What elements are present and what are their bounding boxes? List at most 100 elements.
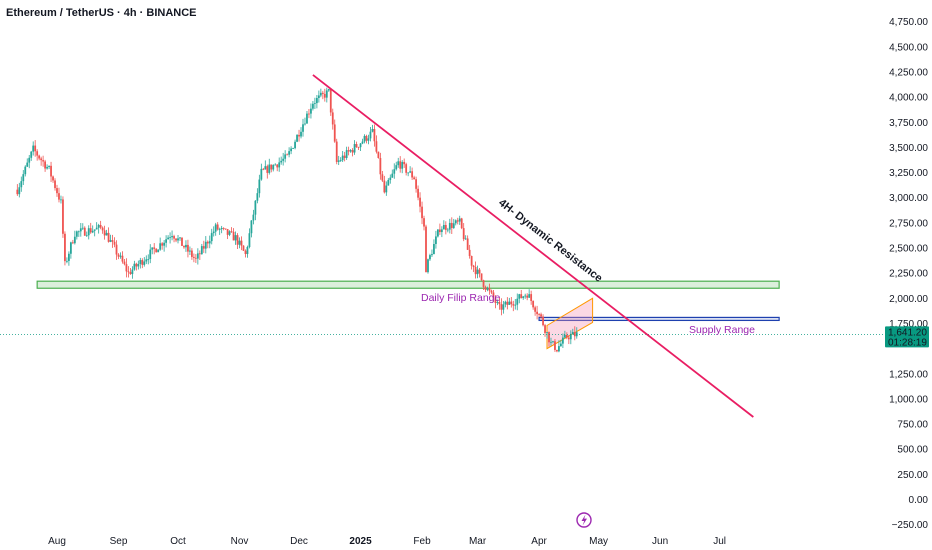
- candle: [520, 289, 523, 299]
- candle: [480, 273, 483, 281]
- candle: [125, 258, 128, 278]
- candle: [373, 124, 376, 147]
- candle: [64, 231, 66, 266]
- y-tick-label: 3,000.00: [889, 193, 928, 204]
- candle: [516, 293, 519, 311]
- candle: [298, 129, 300, 142]
- candle: [151, 247, 154, 255]
- candle: [419, 192, 421, 213]
- candle: [304, 117, 306, 126]
- candle: [149, 244, 152, 264]
- lightning-bolt-icon[interactable]: [576, 512, 592, 528]
- candle: [240, 236, 243, 251]
- candle: [163, 240, 166, 252]
- candle: [552, 340, 554, 344]
- candle: [202, 240, 205, 253]
- candle: [135, 262, 138, 271]
- candle: [464, 235, 467, 240]
- candle: [73, 230, 76, 245]
- y-tick-label: 4,250.00: [889, 67, 928, 78]
- candle: [34, 140, 37, 157]
- candle: [530, 290, 533, 305]
- candle: [486, 286, 489, 292]
- supply-zone[interactable]: [538, 316, 780, 322]
- candle: [365, 134, 368, 144]
- dynamic-resistance-line[interactable]: [312, 74, 754, 418]
- candle: [456, 217, 459, 225]
- y-tick-label: 4,500.00: [889, 42, 928, 53]
- candle: [185, 240, 187, 252]
- candle: [512, 300, 515, 312]
- candle: [137, 260, 140, 270]
- candle: [347, 146, 350, 156]
- candle: [143, 257, 146, 267]
- candle: [536, 305, 538, 320]
- zones: [36, 280, 780, 350]
- candle: [377, 151, 380, 159]
- candle: [300, 127, 302, 139]
- candle: [341, 150, 344, 162]
- y-axis[interactable]: 4,750.00 4,500.00 4,250.00 4,000.00 3,750.00…: [889, 17, 928, 531]
- candle: [107, 227, 110, 243]
- candle: [417, 185, 419, 201]
- candle: [524, 293, 527, 299]
- x-tick-label: Nov: [231, 536, 249, 547]
- candle: [544, 323, 546, 337]
- candle: [159, 237, 162, 251]
- candle: [83, 226, 86, 237]
- candle: [393, 163, 396, 179]
- candle: [71, 239, 74, 245]
- candle: [48, 165, 50, 170]
- candle: [315, 94, 318, 109]
- x-axis[interactable]: Aug Sep Oct Nov Dec 2025 Feb Mar Apr May Jun Jul: [48, 536, 726, 547]
- candle: [540, 312, 542, 320]
- candle: [165, 235, 168, 248]
- flip-range-label: Daily Filip Range: [421, 292, 501, 304]
- candle: [308, 109, 310, 119]
- candle: [123, 259, 126, 266]
- candle: [42, 155, 45, 167]
- candle: [472, 264, 475, 273]
- candle: [258, 174, 261, 198]
- candle: [345, 146, 348, 160]
- candle: [191, 248, 193, 260]
- x-tick-label: Mar: [469, 536, 487, 547]
- candle: [351, 148, 354, 157]
- candle: [270, 164, 273, 173]
- candle: [357, 146, 360, 151]
- candle: [409, 166, 412, 174]
- daily-flip-zone[interactable]: [36, 280, 780, 289]
- candle: [494, 295, 497, 309]
- candle: [268, 158, 271, 175]
- candle: [438, 223, 441, 235]
- y-tick-label: 500.00: [897, 445, 928, 456]
- candle: [571, 328, 574, 335]
- candle: [167, 235, 169, 240]
- resistance-label: 4H- Dynamic Resistance: [496, 197, 604, 285]
- candle: [532, 300, 535, 310]
- candle: [478, 267, 481, 278]
- candle: [66, 257, 68, 264]
- candle: [355, 141, 358, 148]
- candle: [220, 225, 223, 234]
- candle: [93, 229, 96, 237]
- candle: [329, 88, 332, 116]
- candle: [81, 223, 84, 231]
- candle: [127, 266, 130, 278]
- candle: [175, 238, 177, 243]
- candle: [454, 219, 457, 226]
- candle: [482, 279, 485, 291]
- x-tick-label: Jun: [652, 536, 668, 547]
- candle: [40, 156, 43, 166]
- candle: [522, 295, 525, 300]
- candle: [286, 153, 289, 156]
- ascending-channel[interactable]: [546, 297, 594, 350]
- y-tick-label: 1,000.00: [889, 394, 928, 405]
- candle: [403, 158, 406, 168]
- candle: [157, 249, 160, 253]
- candle: [214, 222, 217, 236]
- last-price-tag-background: [885, 326, 929, 348]
- candle: [62, 196, 64, 238]
- candle: [111, 234, 114, 248]
